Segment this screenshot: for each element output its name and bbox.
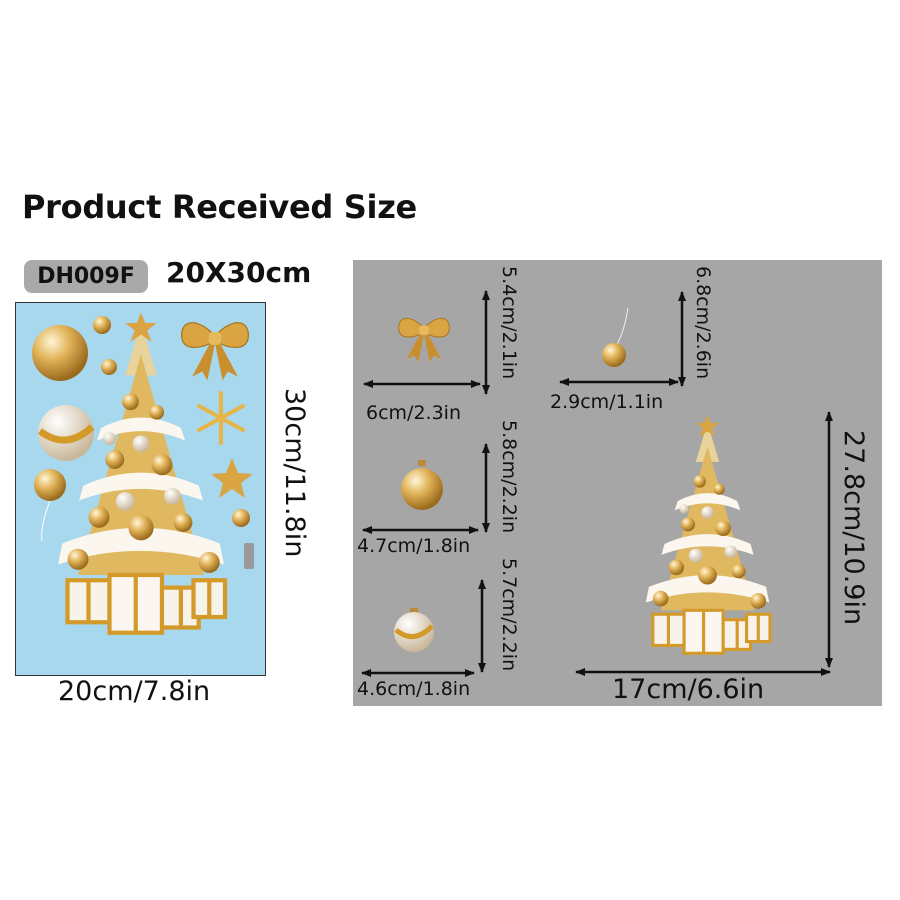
tree-height-label: 27.8cm/10.9in: [838, 430, 869, 626]
product-code-badge: DH009F: [24, 260, 148, 293]
striped-ornament-piece-image: [394, 608, 434, 652]
bow-piece-image: [398, 317, 450, 363]
sticker-sheet-image: [15, 302, 266, 676]
sticker-sheet-artwork: [32, 303, 254, 677]
tree-piece-image: [644, 415, 772, 655]
hanging-ornament-piece-image: [602, 307, 629, 367]
gold-ornament-width-label: 4.7cm/1.8in: [357, 535, 471, 557]
gold-ornament-height-label: 5.8cm/2.2in: [498, 420, 520, 534]
tree-width-label: 17cm/6.6in: [612, 674, 765, 705]
gold-ornament-piece-image: [401, 460, 443, 510]
sheet-height-label: 30cm/11.8in: [279, 388, 310, 558]
hanging-ornament-height-label: 6.8cm/2.6in: [692, 266, 714, 380]
hanging-ornament-width-label: 2.9cm/1.1in: [550, 391, 664, 413]
dimension-arrows: [361, 290, 833, 677]
bow-height-label: 5.4cm/2.1in: [498, 266, 520, 380]
sheet-width-label: 20cm/7.8in: [58, 676, 211, 707]
sheet-size-label: 20X30cm: [166, 256, 312, 289]
bow-width-label: 6cm/2.3in: [366, 402, 461, 424]
striped-ornament-width-label: 4.6cm/1.8in: [357, 678, 471, 700]
page-title: Product Received Size: [22, 188, 417, 226]
striped-ornament-height-label: 5.7cm/2.2in: [498, 558, 520, 672]
